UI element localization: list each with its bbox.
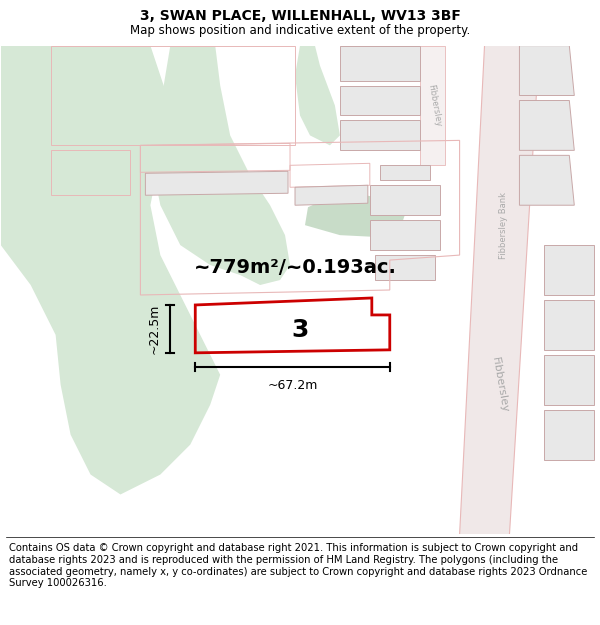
Polygon shape <box>145 171 288 195</box>
Polygon shape <box>1 46 220 494</box>
Polygon shape <box>295 46 340 146</box>
Polygon shape <box>520 156 574 205</box>
Polygon shape <box>340 46 419 81</box>
Polygon shape <box>370 185 440 215</box>
Polygon shape <box>520 46 574 96</box>
Text: ~779m²/~0.193ac.: ~779m²/~0.193ac. <box>194 258 397 276</box>
Polygon shape <box>544 245 594 295</box>
Polygon shape <box>380 166 430 180</box>
Text: Fibbersley: Fibbersley <box>427 84 443 127</box>
Polygon shape <box>151 46 290 285</box>
Text: ~22.5m: ~22.5m <box>148 304 160 354</box>
Polygon shape <box>370 220 440 250</box>
Text: Map shows position and indicative extent of the property.: Map shows position and indicative extent… <box>130 24 470 38</box>
Polygon shape <box>460 46 539 534</box>
Polygon shape <box>544 355 594 405</box>
Polygon shape <box>340 121 419 151</box>
Text: Fibbersley Bank: Fibbersley Bank <box>499 192 508 259</box>
Text: 3, SWAN PLACE, WILLENHALL, WV13 3BF: 3, SWAN PLACE, WILLENHALL, WV13 3BF <box>140 9 460 23</box>
Polygon shape <box>419 46 445 166</box>
Text: Fibbersley: Fibbersley <box>490 356 509 414</box>
Polygon shape <box>544 300 594 350</box>
Polygon shape <box>520 101 574 151</box>
Polygon shape <box>295 185 368 205</box>
Polygon shape <box>544 410 594 459</box>
Polygon shape <box>340 86 419 116</box>
Text: ~67.2m: ~67.2m <box>268 379 318 392</box>
Text: Contains OS data © Crown copyright and database right 2021. This information is : Contains OS data © Crown copyright and d… <box>9 543 587 588</box>
Polygon shape <box>375 255 434 280</box>
Text: 3: 3 <box>292 318 308 342</box>
Polygon shape <box>305 195 405 237</box>
